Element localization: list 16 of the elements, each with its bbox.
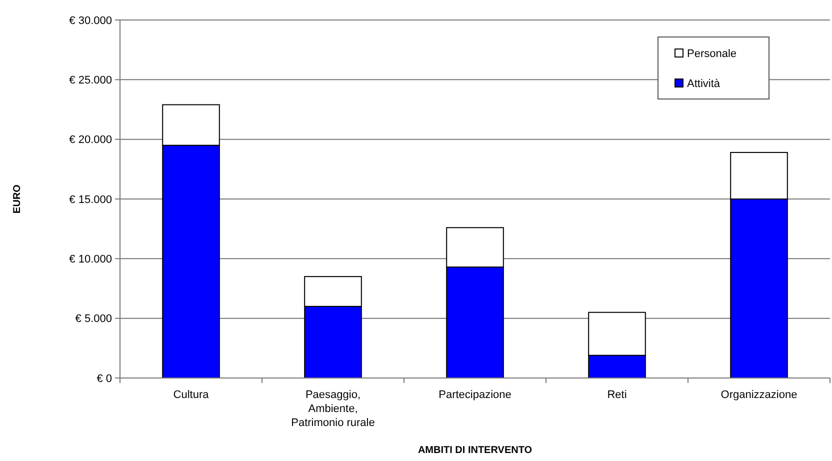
legend-label: Attività <box>687 78 721 90</box>
x-tick-label: Organizzazione <box>720 389 798 401</box>
y-tick-label: € 5.000 <box>75 313 112 326</box>
x-tick-label: Paesaggio, Ambiente, Patrimonio rurale <box>291 389 375 429</box>
y-tick-label: € 20.000 <box>69 134 112 146</box>
x-tick-label: Reti <box>607 389 627 401</box>
y-tick-label: € 15.000 <box>69 194 112 206</box>
y-axis-title: EURO <box>12 184 23 214</box>
y-tick-label: € 25.000 <box>69 74 112 87</box>
x-axis-title: AMBITI DI INTERVENTO <box>418 445 532 456</box>
y-tick-label: € 30.000 <box>69 14 112 27</box>
y-tick-label: € 0 <box>96 372 112 385</box>
x-tick-label: Cultura <box>173 389 210 401</box>
x-tick-label: Partecipazione <box>438 389 512 401</box>
legend-label: Personale <box>687 48 737 60</box>
y-tick-label: € 10.000 <box>69 254 112 266</box>
